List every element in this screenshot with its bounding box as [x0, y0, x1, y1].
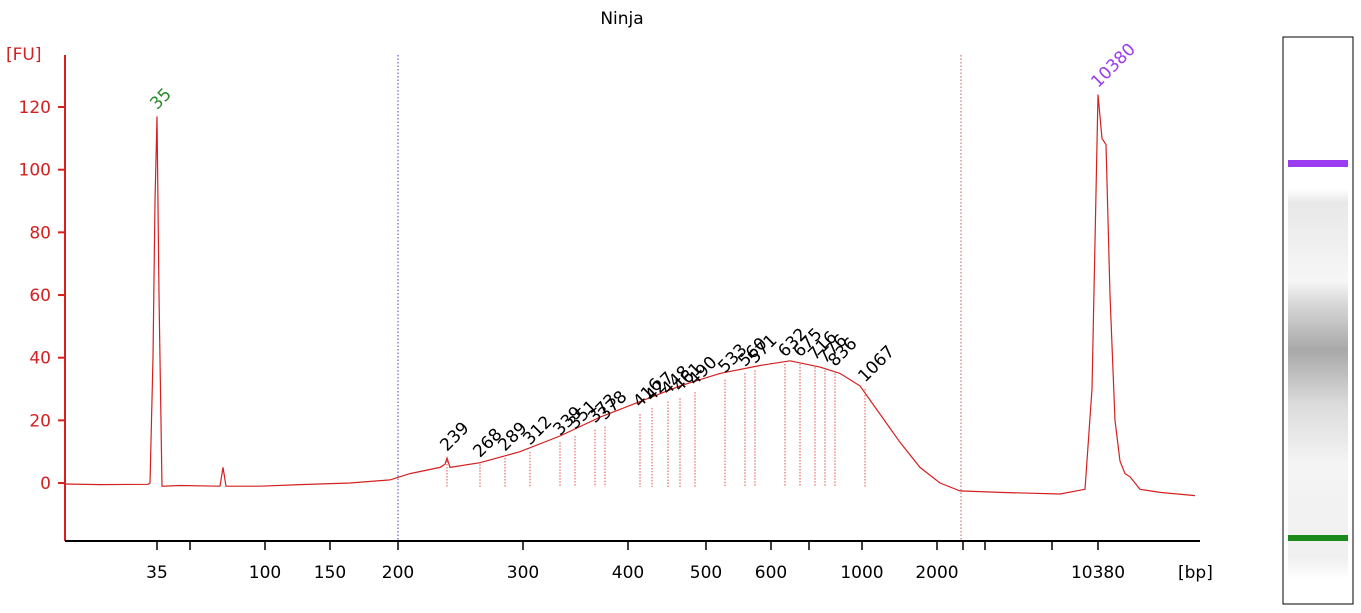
x-tick-label: 600 [755, 563, 787, 583]
chart-title: Ninja [600, 9, 643, 29]
x-tick-label: 35 [146, 563, 168, 583]
gel-lower-band [1288, 535, 1348, 541]
y-tick-label: 40 [29, 349, 51, 369]
peak-label: 10380 [1087, 40, 1139, 92]
gel-smear [1288, 120, 1348, 580]
y-tick-label: 80 [29, 223, 51, 243]
x-tick-label: 200 [382, 563, 414, 583]
x-tick-label: 10380 [1071, 563, 1125, 583]
x-tick-label: 400 [612, 563, 644, 583]
x-tick-label: 500 [690, 563, 722, 583]
y-tick-label: 0 [40, 474, 51, 494]
y-tick-label: 20 [29, 411, 51, 431]
peak-label: 1067 [854, 342, 899, 387]
y-tick-label: 60 [29, 286, 51, 306]
peak-label: 35 [146, 85, 175, 114]
peak-label: 312 [519, 412, 556, 449]
trace [64, 94, 1196, 497]
x-tick-label: 300 [507, 563, 539, 583]
y-axis-label: [FU] [6, 45, 42, 65]
gel-upper-band [1288, 160, 1348, 167]
y-tick-label: 100 [19, 161, 51, 181]
x-tick-label: 1000 [840, 563, 883, 583]
gel-lane [1282, 36, 1354, 605]
y-tick-label: 120 [19, 98, 51, 118]
x-axis-label: [bp] [1178, 563, 1213, 583]
x-tick-label: 2000 [915, 563, 958, 583]
x-tick-label: 100 [249, 563, 281, 583]
peak-label: 239 [436, 418, 473, 455]
x-tick-label: 150 [314, 563, 346, 583]
